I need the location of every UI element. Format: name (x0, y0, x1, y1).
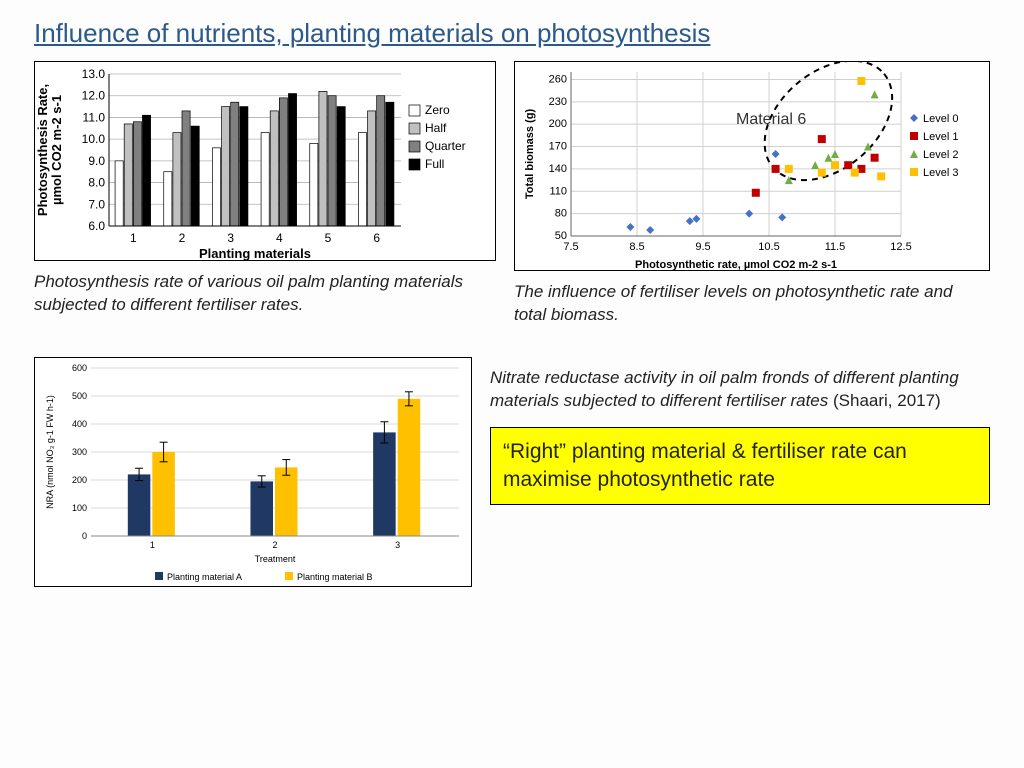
callout-box: “Right” planting material & fertiliser r… (490, 427, 990, 506)
svg-text:Half: Half (425, 121, 447, 135)
svg-text:8.5: 8.5 (629, 241, 644, 253)
svg-text:Photosynthesis Rate,µmol CO2: Photosynthesis Rate,µmol CO2 m-2 s-1 (35, 84, 64, 216)
svg-text:8.0: 8.0 (88, 176, 105, 190)
svg-text:100: 100 (72, 503, 87, 513)
svg-text:11.0: 11.0 (83, 110, 106, 124)
svg-text:12.5: 12.5 (890, 241, 911, 253)
svg-text:4: 4 (276, 231, 283, 245)
chart1-svg: Photosynthesis Rate,µmol CO2 m-2 s-1 6.0 7… (35, 62, 497, 262)
svg-text:NRA (nmol NO₃ g-1 FW h-1): NRA (nmol NO₃ g-1 FW h-1) (45, 395, 55, 509)
svg-text:260: 260 (549, 73, 567, 85)
svg-text:1: 1 (150, 540, 155, 550)
svg-text:5: 5 (325, 231, 332, 245)
chart2-caption: The influence of fertiliser levels on ph… (514, 281, 974, 327)
svg-text:0: 0 (82, 531, 87, 541)
svg-text:3: 3 (227, 231, 234, 245)
svg-text:7.5: 7.5 (563, 241, 578, 253)
svg-text:230: 230 (549, 96, 567, 108)
caption3-plain: (Shaari, 2017) (828, 391, 940, 410)
svg-text:Quarter: Quarter (425, 139, 466, 153)
svg-text:10.5: 10.5 (758, 241, 779, 253)
chart2-panel: 50801101401702002302607.58.59.510.511.51… (514, 61, 990, 327)
svg-text:11.5: 11.5 (825, 241, 846, 253)
svg-text:9.5: 9.5 (695, 241, 710, 253)
svg-text:6: 6 (373, 231, 380, 245)
svg-text:3: 3 (395, 540, 400, 550)
svg-text:12.0: 12.0 (82, 89, 106, 103)
svg-text:9.0: 9.0 (88, 154, 105, 168)
chart1-box: Photosynthesis Rate,µmol CO2 m-2 s-1 6.0 7… (34, 61, 496, 261)
svg-text:Material 6: Material 6 (736, 111, 806, 128)
svg-text:Full: Full (425, 157, 444, 171)
svg-text:Level 0: Level 0 (923, 113, 958, 125)
svg-text:110: 110 (549, 185, 567, 197)
page-title: Influence of nutrients, planting materia… (34, 18, 990, 49)
svg-text:13.0: 13.0 (82, 67, 106, 81)
svg-text:1: 1 (130, 231, 137, 245)
svg-text:Photosynthetic rate, µmol CO2: Photosynthetic rate, µmol CO2 m-2 s-1 (635, 259, 837, 271)
top-row: Photosynthesis Rate,µmol CO2 m-2 s-1 6.0 7… (34, 61, 990, 327)
svg-text:Treatment: Treatment (255, 554, 296, 564)
chart3-caption: Nitrate reductase activity in oil palm f… (490, 367, 990, 413)
chart1-caption: Photosynthesis rate of various oil palm … (34, 271, 474, 317)
svg-text:Total biomass (g): Total biomass (g) (524, 109, 536, 200)
svg-text:170: 170 (549, 141, 567, 153)
chart2-box: 50801101401702002302607.58.59.510.511.51… (514, 61, 990, 271)
svg-text:Planting material A: Planting material A (167, 572, 242, 582)
svg-text:2: 2 (179, 231, 186, 245)
bottom-row: 0 100 200 300 400 500 600 NRA (nmol NO₃ g-1 FW … (34, 357, 990, 587)
svg-text:400: 400 (72, 419, 87, 429)
svg-text:Level 3: Level 3 (923, 167, 958, 179)
svg-text:80: 80 (555, 208, 567, 220)
svg-text:200: 200 (549, 118, 567, 130)
svg-text:500: 500 (72, 391, 87, 401)
svg-text:200: 200 (72, 475, 87, 485)
svg-text:Planting material B: Planting material B (297, 572, 373, 582)
svg-text:Level 1: Level 1 (923, 131, 958, 143)
svg-text:140: 140 (549, 163, 567, 175)
svg-text:10.0: 10.0 (82, 132, 106, 146)
svg-text:Planting materials: Planting materials (199, 246, 311, 261)
right-text-panel: Nitrate reductase activity in oil palm f… (490, 357, 990, 587)
chart3-box: 0 100 200 300 400 500 600 NRA (nmol NO₃ g-1 FW … (34, 357, 472, 587)
svg-text:Level 2: Level 2 (923, 149, 958, 161)
chart2-svg: 50801101401702002302607.58.59.510.511.51… (515, 62, 991, 272)
chart1-panel: Photosynthesis Rate,µmol CO2 m-2 s-1 6.0 7… (34, 61, 496, 327)
svg-text:7.0: 7.0 (88, 197, 105, 211)
svg-text:2: 2 (272, 540, 277, 550)
svg-text:600: 600 (72, 363, 87, 373)
svg-text:6.0: 6.0 (88, 219, 105, 233)
svg-text:300: 300 (72, 447, 87, 457)
chart3-panel: 0 100 200 300 400 500 600 NRA (nmol NO₃ g-1 FW … (34, 357, 472, 587)
chart3-svg: 0 100 200 300 400 500 600 NRA (nmol NO₃ g-1 FW … (35, 358, 473, 588)
svg-text:Zero: Zero (425, 103, 450, 117)
